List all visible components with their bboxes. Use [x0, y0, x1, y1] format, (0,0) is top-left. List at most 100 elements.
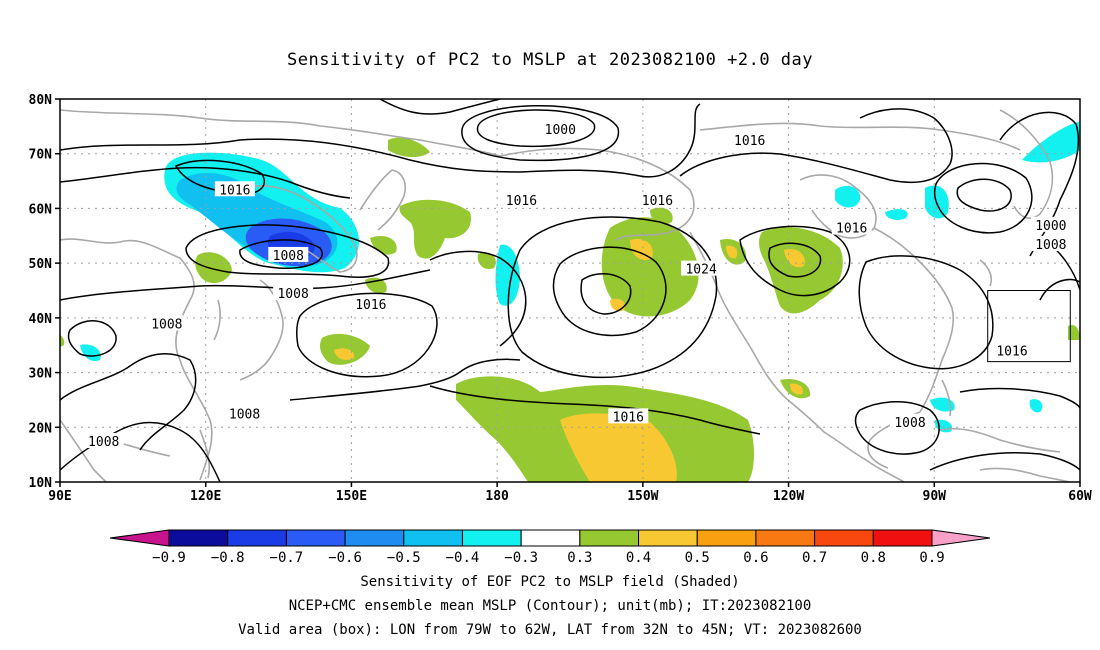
contour-label: 1000	[1035, 219, 1066, 234]
valid-area-box	[987, 290, 1071, 363]
colorbar-label: 0.7	[802, 550, 827, 566]
contour-1000-low-north	[476, 109, 596, 148]
shade-pos-east-atl	[1068, 324, 1080, 340]
colorbar-label: −0.8	[211, 550, 245, 566]
coast-greenland	[999, 109, 1054, 219]
colorbar-label: 0.6	[743, 550, 768, 566]
contour-label-bg	[681, 260, 722, 276]
contour-label-bg	[992, 342, 1032, 358]
contour-label: 1008	[277, 287, 308, 302]
contour-1008-china-low	[67, 320, 117, 357]
coast-siberia-arctic	[60, 109, 501, 157]
lon-tick-label: 120W	[773, 489, 804, 504]
colorbar: −0.9 −0.8 −0.7 −0.6 −0.5 −0.4 −0.3 0.3 0.4 0.5 0.6…	[109, 529, 991, 566]
shade-pos-prairies	[759, 227, 843, 314]
contour-label-bg	[729, 132, 770, 148]
contour-1016-atlantic-high	[1039, 278, 1080, 301]
contour-label-bg	[831, 219, 872, 235]
caption-line-2: NCEP+CMC ensemble mean MSLP (Contour); u…	[288, 598, 812, 614]
shade-pos-okhotsk	[399, 199, 471, 259]
colorbar-segment	[285, 529, 346, 547]
lon-tick-label: 150W	[627, 489, 658, 504]
contour-1016-caribbean	[959, 387, 1080, 409]
contour-1024-high-inner	[580, 273, 632, 315]
contour-label-bg	[83, 432, 124, 448]
lat-tick-labels: 80N 70N 60N 50N 40N 30N 20N 10N	[29, 93, 60, 491]
contour-label: 1016	[613, 410, 644, 425]
colorbar-segment	[814, 529, 874, 547]
contour-label-bg	[890, 413, 930, 429]
contour-1016-pac-mid	[429, 250, 527, 347]
lon-tick-label: 90W	[923, 489, 947, 504]
colorbar-low-extend	[109, 529, 170, 547]
lon-tick-labels: 90E 120E 150E 180 150W 120W 90W 60W	[48, 482, 1092, 504]
lat-lon-grid	[60, 99, 1080, 482]
contour-label-bg	[540, 121, 581, 137]
contour-label-bg	[224, 405, 265, 421]
coast-korea	[213, 299, 221, 341]
lat-tick-label: 60N	[29, 202, 53, 217]
contour-label-bg	[637, 192, 678, 208]
lon-tick-label: 120E	[190, 489, 221, 504]
shade-pos-japan	[195, 252, 232, 284]
contour-1008-kamchatka-inner	[239, 239, 323, 270]
contour-label-bg	[214, 181, 255, 197]
contour-label-bg	[273, 285, 314, 301]
contour-1008-pac-west	[60, 269, 431, 301]
contour-1016-high-west	[174, 159, 265, 196]
lat-tick-label: 50N	[29, 257, 53, 272]
lat-tick-label: 10N	[29, 476, 53, 491]
shade-pos-siberia	[388, 137, 430, 158]
shade-pos-kuril	[370, 235, 397, 255]
shade-pos-pacific-w-core	[334, 348, 355, 360]
colorbar-label: 0.9	[919, 550, 944, 566]
colorbar-segment	[579, 529, 640, 547]
lat-tick-label: 70N	[29, 148, 53, 163]
contour-label: 1016	[836, 222, 867, 237]
contour-1016-east-coast	[858, 255, 994, 370]
colorbar-label: 0.3	[567, 550, 592, 566]
contour-label-bg	[146, 315, 187, 331]
lat-tick-label: 80N	[29, 93, 53, 108]
coastlines	[60, 109, 1071, 482]
lon-tick-label: 180	[485, 489, 509, 504]
coast-philippines	[199, 429, 211, 479]
contour-1016-pac-subtropic	[289, 358, 521, 401]
colorbar-label: −0.3	[504, 550, 538, 566]
lat-tick-label: 40N	[29, 312, 53, 327]
shade-pos-prairies-core	[784, 248, 805, 268]
coast-kamchatka	[359, 169, 407, 231]
coast-asia-east	[60, 238, 213, 481]
shade-neg-canada	[835, 185, 861, 208]
shading-negative	[80, 122, 1080, 433]
contour-labels: 1000 1016 1016 1016 1016 1008 1008 1016 1008 1024…	[83, 121, 1071, 450]
shade-neg-atlantic	[930, 397, 955, 412]
colorbar-label: −0.9	[152, 550, 186, 566]
contour-1008-eq	[929, 452, 1080, 471]
map-title: Sensitivity of PC2 to MSLP at 2023082100…	[286, 50, 813, 70]
contour-label: 1016	[506, 194, 537, 209]
shade-pos-alaska-yellow	[630, 238, 653, 260]
contour-1016-subtropic	[429, 385, 761, 435]
contour-label: 1016	[355, 298, 386, 313]
coast-alaska	[499, 147, 695, 241]
shade-pos-tropical-yellow	[560, 413, 677, 482]
coast-newfoundland	[979, 259, 993, 287]
colorbar-label: −0.5	[387, 550, 421, 566]
shade-pos-canada-w-core	[726, 245, 738, 259]
lat-tick-label: 20N	[29, 421, 53, 436]
contour-label: 1016	[219, 183, 250, 198]
contour-label-bg	[350, 296, 391, 312]
contour-1008-kamchatka	[185, 224, 390, 278]
contour-1008-tropics	[60, 421, 221, 482]
colorbar-segment	[461, 529, 522, 547]
contour-label-bg	[501, 192, 542, 208]
colorbar-label: 0.8	[861, 550, 886, 566]
shade-neg-china	[80, 344, 101, 362]
contour-label: 1008	[894, 416, 925, 431]
colorbar-label: 0.4	[626, 550, 651, 566]
contour-1008-south	[60, 353, 197, 451]
contour-1000-newfoundland	[956, 178, 1012, 212]
contour-1008-newfoundland	[933, 162, 1033, 234]
